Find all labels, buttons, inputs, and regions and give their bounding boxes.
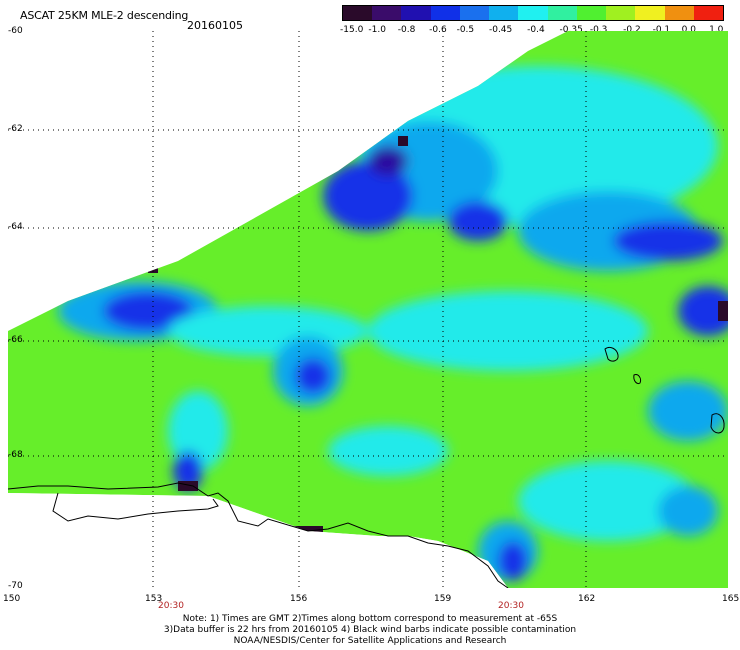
wind-zone	[658, 486, 718, 536]
scale-label: -0.2	[623, 25, 641, 35]
lon-label: 150	[3, 594, 21, 604]
lat-label: -66	[8, 335, 23, 345]
lat-label: -64	[8, 222, 23, 232]
scale-label: -0.1	[652, 25, 671, 35]
color-swatch-8	[576, 6, 607, 20]
wind-zone	[328, 426, 448, 476]
wind-cell	[398, 136, 408, 146]
time-label: 20:30	[498, 601, 524, 611]
coastline	[8, 346, 725, 588]
graticule	[8, 31, 728, 588]
wind-zone	[368, 146, 408, 176]
lat-label: -60	[8, 26, 23, 36]
footnote-line: NOAA/NESDIS/Center for Satellite Applica…	[233, 636, 507, 646]
scale-label: -0.45	[488, 25, 513, 35]
color-scale-bar	[342, 5, 724, 21]
wind-zone	[498, 541, 528, 581]
lon-label: 153	[145, 594, 163, 604]
footnote-line: 3)Data buffer is 22 hrs from 20160105 4)…	[163, 625, 577, 635]
wind-zone	[613, 221, 723, 261]
scale-label: -0.3	[589, 25, 608, 35]
wind-zone	[295, 358, 331, 394]
scale-label: -0.5	[456, 25, 475, 35]
color-swatch-3	[430, 6, 460, 20]
color-swatch-0	[343, 6, 373, 20]
wind-zone	[678, 286, 728, 336]
wind-map	[8, 31, 728, 588]
scale-label: -15.0	[340, 25, 364, 35]
wind-zone	[168, 391, 228, 471]
scale-label: -0.4	[527, 25, 545, 35]
wind-cell	[718, 301, 728, 321]
color-swatch-6	[518, 6, 548, 20]
wind-zone	[518, 461, 698, 541]
color-swatch-5	[489, 6, 519, 20]
scale-label: -1.0	[368, 25, 386, 35]
lat-label: -62	[8, 124, 23, 134]
wind-zone	[103, 291, 193, 331]
scale-label: -0.35	[559, 25, 583, 35]
lat-label: -68	[8, 450, 23, 460]
color-swatch-2	[401, 6, 431, 20]
wind-cell	[178, 481, 198, 491]
wind-zone	[448, 201, 508, 241]
color-swatch-11	[664, 6, 694, 20]
color-scale-labels: -15.0 -1.0 -0.8 -0.6 -0.5 -0.45 -0.4 -0.…	[336, 25, 728, 37]
scale-label: 1.0	[709, 25, 724, 35]
lat-label: -70	[8, 581, 23, 591]
color-swatch-4	[459, 6, 490, 20]
date-label: 20160105	[187, 19, 243, 32]
wind-zone	[168, 306, 368, 356]
lon-label: 159	[434, 594, 452, 604]
wind-zone	[323, 161, 413, 231]
footnote: Note: 1) Times are GMT 2)Times along bot…	[0, 614, 740, 647]
scale-label: -0.8	[397, 25, 416, 35]
scale-label: -0.6	[429, 25, 447, 35]
color-swatch-9	[606, 6, 636, 20]
time-label: 20:30	[158, 601, 184, 611]
lon-label: 162	[578, 594, 596, 604]
color-swatch-1	[372, 6, 402, 20]
scale-label: 0.0	[681, 25, 696, 35]
color-swatch-10	[635, 6, 665, 20]
wind-zone	[368, 291, 648, 371]
lon-label: 165	[722, 594, 740, 604]
chart-title: ASCAT 25KM MLE-2 descending	[20, 9, 189, 22]
footnote-line: Note: 1) Times are GMT 2)Times along bot…	[182, 614, 558, 624]
color-swatch-7	[547, 6, 577, 20]
wind-zone	[648, 381, 728, 441]
color-swatch-12	[693, 6, 724, 20]
lon-label: 156	[290, 594, 308, 604]
